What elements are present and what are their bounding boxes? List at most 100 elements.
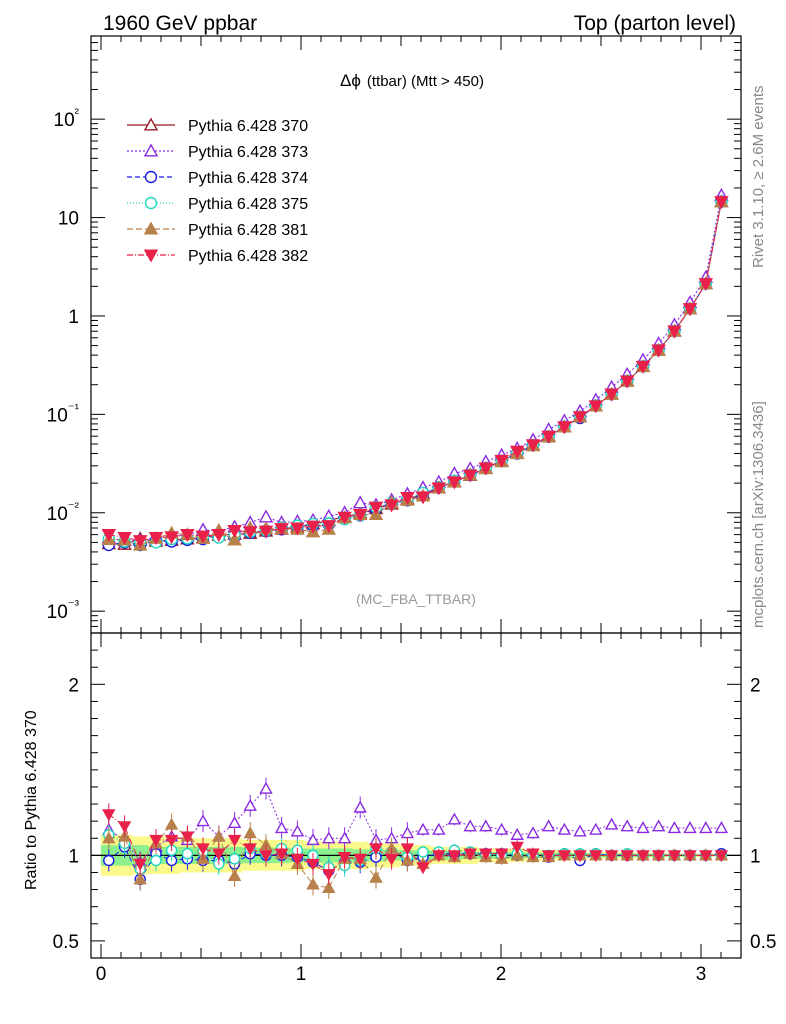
data-point [635,360,651,374]
data-point [321,520,337,534]
data-point [698,278,714,292]
data-point [417,846,429,858]
data-point [322,831,336,844]
data-point [195,530,211,544]
data-point [322,880,336,893]
ratio-ylabel: Ratio to Pythia 6.428 370 [23,710,40,890]
data-point [541,850,556,863]
data-point [243,843,257,856]
data-point [143,143,159,157]
data-point [620,819,634,832]
legend-label: Pythia 6.428 382 [188,248,308,265]
data-point [384,853,399,866]
data-point [699,850,713,863]
y-tick-exponent: ² [75,105,80,120]
data-point [337,511,352,525]
data-point [636,850,650,863]
header-left: 1960 GeV ppbar [103,12,257,35]
data-point [337,831,352,844]
data-point [494,822,509,835]
data-point [227,815,242,828]
y-tick-label: 10² [54,105,80,131]
y-tick-label: 10⁻¹ [47,400,80,426]
data-point [683,850,697,863]
ratio-y-tick-label-right: 2 [750,675,761,696]
data-point [714,196,729,210]
data-point [667,325,682,339]
data-point [447,812,462,825]
data-point [369,870,383,883]
data-point [144,196,158,210]
data-point [619,375,635,389]
data-point [102,809,116,822]
data-point [369,843,383,856]
data-point [227,868,242,881]
data-point [164,834,179,847]
data-point [400,843,415,856]
data-point [164,531,179,545]
data-point [306,858,320,871]
ratio-series-line [108,834,722,870]
data-point [353,853,367,866]
data-point [242,526,258,540]
ratio-y-tick-label-right: 1 [750,846,761,867]
ratio-y-tick-label: 0.5 [53,932,79,953]
data-point [305,520,321,534]
data-point [479,848,493,861]
data-point [290,824,305,837]
data-point [573,824,587,837]
header-right: Top (parton level) [574,12,736,35]
data-point [699,821,713,834]
data-point [494,848,509,861]
data-point [400,491,415,505]
series-line [108,201,722,542]
x-tick-label: 1 [296,964,307,985]
ratio-series-line [108,787,722,863]
data-point [258,525,274,539]
data-point [212,848,226,861]
data-point [144,170,158,184]
data-point [682,303,698,317]
data-point [133,872,147,885]
data-point [149,834,163,847]
x-tick-label: 3 [696,964,707,985]
data-point [322,869,336,882]
data-point [384,499,399,513]
data-point [196,814,210,827]
legend-label: Pythia 6.428 375 [188,196,308,213]
data-point [143,117,159,131]
data-point [352,495,368,509]
legend: Pythia 6.428 370 Pythia 6.428 373 Pythia 6… [127,117,308,265]
data-point [557,822,572,835]
ratio-y-tick-label: 1 [68,846,79,867]
data-point [353,800,367,813]
data-point [290,853,305,866]
ratio-y-tick-label: 2 [68,675,79,696]
data-point [400,826,415,839]
ratio-series-line [108,846,722,881]
data-point [651,850,666,863]
legend-label: Pythia 6.428 374 [188,170,308,187]
data-point [604,850,619,863]
data-point [510,827,524,840]
data-point [259,781,273,794]
data-point [416,862,430,875]
data-point [117,821,132,834]
data-point [447,850,462,863]
data-point [479,819,493,832]
data-point [101,529,117,543]
ratio-panel-frame [90,632,742,959]
data-point [651,344,666,358]
y-tick-exponent: ⁻² [68,499,80,514]
data-point [478,462,494,476]
data-point [227,524,242,539]
data-point [227,532,242,546]
data-point [103,854,115,867]
series-line [108,195,722,542]
series-Pythia-6_428-382 [101,196,729,549]
ratio-series-line [108,813,722,875]
data-point [337,851,352,865]
data-point [447,476,462,490]
data-point [258,509,274,523]
